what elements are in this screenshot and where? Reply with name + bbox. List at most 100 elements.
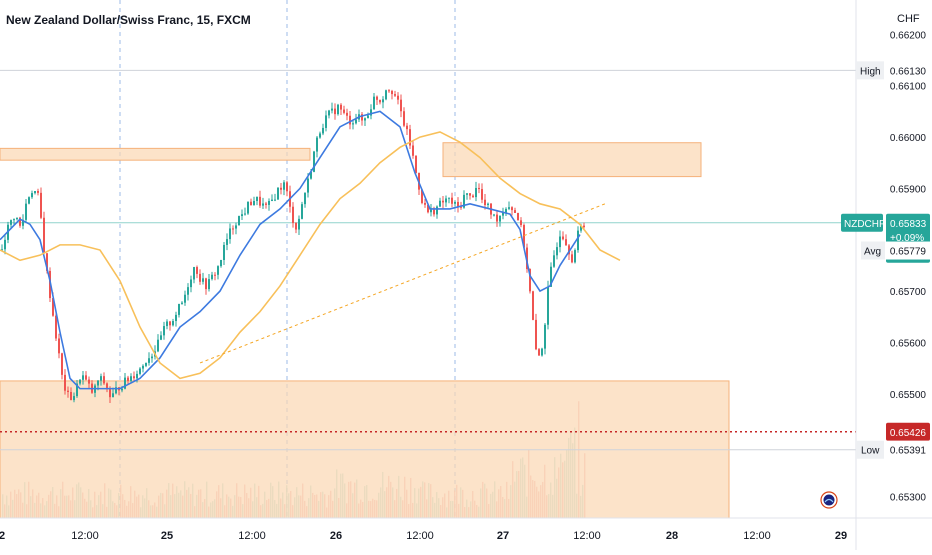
- trendline[interactable]: [199, 203, 606, 364]
- candle-body: [184, 294, 186, 303]
- candle-body: [40, 192, 42, 218]
- x-tick-label: 12:00: [406, 530, 434, 542]
- candle-body: [196, 267, 198, 274]
- candle-body: [505, 208, 507, 213]
- candle-body: [571, 254, 573, 263]
- candle-body: [538, 349, 540, 356]
- y-tick-label: 0.65500: [890, 390, 927, 401]
- candle-body: [355, 119, 357, 124]
- candle-body: [226, 239, 228, 245]
- candle-body: [436, 206, 438, 215]
- candle-body: [244, 213, 246, 215]
- candle-body: [448, 197, 450, 199]
- candle-body: [88, 379, 90, 384]
- candle-body: [100, 376, 102, 381]
- last-price-change: +0.09%: [890, 233, 924, 244]
- price-tags: High0.66130NZDCHF0.65833+0.09%10:41Avg0.…: [841, 61, 930, 459]
- candle-body: [259, 196, 261, 206]
- logo-icon[interactable]: [820, 491, 838, 509]
- candle-body: [364, 118, 366, 121]
- candle-body: [133, 376, 135, 379]
- candle-body: [10, 220, 12, 225]
- candle-body: [316, 137, 318, 152]
- candle-body: [403, 111, 405, 126]
- candle-body: [136, 373, 138, 379]
- y-tick-label: 0.66100: [890, 82, 927, 93]
- candle-body: [250, 201, 252, 206]
- candle-body: [109, 389, 111, 398]
- candle-body: [157, 339, 159, 352]
- candle-body: [367, 115, 369, 119]
- candle-body: [493, 214, 495, 216]
- x-tick-label: 12:00: [743, 530, 771, 542]
- candle-body: [202, 278, 204, 282]
- candle-body: [541, 348, 543, 356]
- candle-body: [427, 204, 429, 213]
- candle-body: [307, 178, 309, 193]
- candle-body: [487, 203, 489, 206]
- candle-body: [175, 314, 177, 322]
- candle-body: [277, 187, 279, 200]
- candle-body: [496, 214, 498, 222]
- candle-body: [52, 298, 54, 316]
- currency-label: CHF: [897, 13, 920, 25]
- candle-body: [85, 375, 87, 380]
- candle-body: [73, 396, 75, 401]
- candle-body: [475, 187, 477, 198]
- candle-body: [160, 335, 162, 340]
- candle-body: [34, 190, 36, 194]
- candle-body: [28, 197, 30, 204]
- avg-label: Avg: [864, 247, 881, 258]
- candle-body: [544, 324, 546, 349]
- candle-body: [502, 212, 504, 216]
- candle-body: [406, 125, 408, 130]
- candle-body: [328, 110, 330, 116]
- candle-body: [520, 220, 522, 226]
- y-tick-label: 0.65300: [890, 492, 927, 503]
- candle-body: [346, 112, 348, 116]
- candle-body: [469, 193, 471, 196]
- candle-body: [43, 217, 45, 254]
- candle-body: [394, 94, 396, 96]
- candle-body: [295, 222, 297, 230]
- last-price-value: 0.65833: [890, 219, 927, 230]
- candle-body: [172, 321, 174, 326]
- high-label-bg: [856, 61, 884, 80]
- candle-body: [508, 207, 510, 209]
- candle-body: [385, 90, 387, 100]
- candle-body: [352, 123, 354, 125]
- candle-body: [127, 377, 129, 381]
- y-tick-label: 0.66000: [890, 133, 927, 144]
- time-axis[interactable]: 2 12:00 25 12:00 26 12:00 27 12:00 28 12:00 29: [0, 517, 932, 542]
- candle-body: [463, 194, 465, 208]
- zones[interactable]: [0, 142, 730, 519]
- price-axis[interactable]: 0.66200 0.66100 0.66000 0.65900 0.65700 0.656…: [855, 0, 932, 550]
- candle-body: [169, 321, 171, 326]
- high-label: High: [860, 66, 881, 77]
- low-label: Low: [861, 446, 880, 457]
- candle-body: [568, 245, 570, 255]
- candle-body: [421, 189, 423, 203]
- candle-body: [304, 192, 306, 205]
- candle-body: [82, 375, 84, 380]
- candle-body: [61, 353, 63, 375]
- candle-body: [262, 203, 264, 206]
- candle-body: [400, 99, 402, 112]
- candle-body: [148, 358, 150, 363]
- x-tick-label: 12:00: [238, 530, 266, 542]
- candle-body: [190, 279, 192, 288]
- symbol-tag-bg: [841, 213, 883, 232]
- candle-body: [370, 109, 372, 116]
- candle-body: [574, 250, 576, 263]
- y-tick-label: 0.65900: [890, 184, 927, 195]
- ma-fast-line: [0, 110, 581, 390]
- candle-body: [397, 95, 399, 100]
- avg-value: 0.65779: [890, 247, 927, 258]
- candle-body: [382, 99, 384, 103]
- candle-body: [577, 230, 579, 251]
- candle-body: [481, 189, 483, 200]
- candle-body: [139, 368, 141, 374]
- candle-body: [331, 108, 333, 111]
- candle-body: [457, 201, 459, 207]
